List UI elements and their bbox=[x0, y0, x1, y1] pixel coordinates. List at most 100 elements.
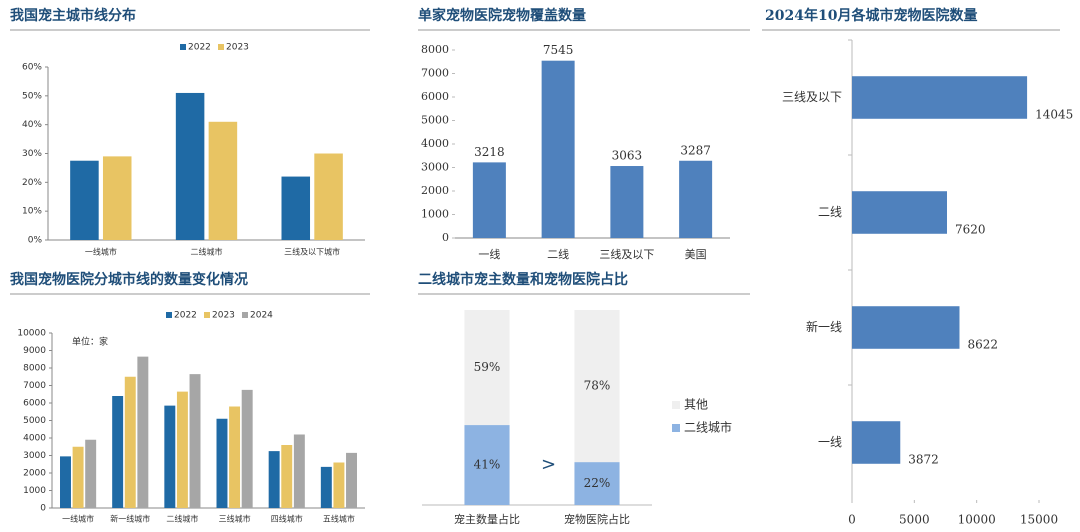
chart-title: 二线城市宠主数量和宠物医院占比 bbox=[418, 271, 628, 288]
bar-segment bbox=[464, 425, 510, 505]
y-tick-label: 40% bbox=[22, 120, 42, 130]
y-tick-label: 新一线 bbox=[806, 319, 842, 334]
bar bbox=[70, 160, 99, 240]
bar bbox=[241, 389, 253, 508]
value-label: 41% bbox=[474, 458, 501, 472]
annotation: > bbox=[541, 454, 556, 475]
bar bbox=[208, 121, 238, 240]
x-tick-label: 15000 bbox=[1020, 513, 1058, 527]
y-tick-label: 3000 bbox=[421, 161, 449, 174]
bar bbox=[610, 166, 644, 238]
y-tick-label: 6000 bbox=[23, 399, 46, 409]
bar bbox=[216, 418, 228, 508]
bar bbox=[229, 406, 241, 508]
value-label: 22% bbox=[584, 476, 611, 490]
legend-swatch bbox=[204, 312, 210, 318]
y-tick-label: 7000 bbox=[421, 67, 449, 80]
bar bbox=[112, 396, 124, 508]
y-tick-label: 7000 bbox=[23, 381, 46, 391]
legend-label: 二线城市 bbox=[684, 420, 732, 435]
chart-title: 我国宠主城市线分布 bbox=[10, 7, 136, 24]
value-label: 3063 bbox=[612, 149, 643, 163]
chart-title: 我国宠物医院分城市线的数量变化情况 bbox=[10, 271, 248, 288]
y-tick-label: 1000 bbox=[23, 486, 46, 496]
x-tick-label: 三线城市 bbox=[219, 514, 251, 524]
x-tick-label: 美国 bbox=[685, 248, 707, 261]
x-tick-label: 10000 bbox=[958, 513, 996, 527]
legend-label: 其他 bbox=[684, 398, 708, 412]
y-tick-label: 20% bbox=[22, 178, 42, 188]
y-tick-label: 50% bbox=[22, 91, 42, 101]
y-tick-label: 0% bbox=[28, 236, 43, 246]
bar bbox=[281, 445, 293, 508]
bar-segment bbox=[574, 462, 620, 505]
bar bbox=[189, 374, 201, 508]
chart-title: 单家宠物医院宠物覆盖数量 bbox=[418, 7, 586, 24]
legend-swatch bbox=[180, 44, 186, 50]
bar bbox=[333, 462, 345, 508]
bar bbox=[679, 160, 713, 238]
y-tick-label: 1000 bbox=[421, 208, 449, 221]
bar bbox=[541, 60, 575, 238]
y-tick-label: 2000 bbox=[23, 469, 46, 479]
bar-segment bbox=[574, 310, 620, 463]
legend-swatch bbox=[218, 44, 224, 50]
legend-label: 2022 bbox=[188, 43, 211, 53]
value-label: 78% bbox=[584, 379, 611, 393]
x-tick-label: 宠物医院占比 bbox=[564, 512, 630, 526]
value-label: 7545 bbox=[543, 43, 574, 57]
bar bbox=[60, 456, 71, 508]
legend-swatch bbox=[672, 424, 680, 432]
y-tick-label: 2000 bbox=[421, 184, 449, 197]
x-tick-label: 5000 bbox=[899, 513, 930, 527]
bar bbox=[293, 434, 305, 508]
annotation: 单位：家 bbox=[72, 336, 108, 348]
y-tick-label: 0 bbox=[40, 504, 46, 514]
bar bbox=[176, 391, 188, 508]
y-tick-label: 9000 bbox=[23, 346, 46, 356]
bar bbox=[72, 446, 84, 508]
legend-label: 2023 bbox=[212, 311, 235, 321]
bar bbox=[472, 162, 506, 238]
bar bbox=[164, 405, 176, 508]
y-tick-label: 30% bbox=[22, 149, 42, 159]
y-tick-label: 6000 bbox=[421, 90, 449, 103]
bar bbox=[320, 466, 332, 508]
bar bbox=[175, 92, 205, 240]
x-tick-label: 一线 bbox=[478, 247, 500, 261]
value-label: 3218 bbox=[474, 145, 505, 159]
x-tick-label: 四线城市 bbox=[271, 514, 303, 524]
bar bbox=[85, 439, 97, 508]
y-tick-label: 10000 bbox=[17, 329, 46, 339]
legend-label: 2023 bbox=[226, 43, 249, 53]
y-tick-label: 三线及以下 bbox=[782, 90, 842, 104]
value-label: 8622 bbox=[967, 337, 998, 351]
bar bbox=[124, 376, 136, 508]
y-tick-label: 4000 bbox=[421, 137, 449, 150]
bar bbox=[852, 76, 1028, 119]
x-tick-label: 五线城市 bbox=[323, 514, 355, 524]
x-tick-label: 0 bbox=[848, 513, 856, 527]
x-tick-label: 宠主数量占比 bbox=[454, 512, 520, 526]
y-tick-label: 0 bbox=[442, 231, 449, 244]
legend-swatch bbox=[242, 312, 248, 318]
y-tick-label: 5000 bbox=[421, 114, 449, 127]
legend-label: 2022 bbox=[174, 311, 197, 321]
bar bbox=[281, 176, 311, 240]
y-tick-label: 二线 bbox=[818, 205, 842, 219]
value-label: 14045 bbox=[1035, 107, 1073, 121]
y-tick-label: 4000 bbox=[23, 434, 46, 444]
x-tick-label: 三线及以下城市 bbox=[284, 247, 340, 257]
x-tick-label: 三线及以下 bbox=[599, 247, 654, 261]
bar bbox=[346, 452, 357, 508]
value-label: 59% bbox=[474, 360, 501, 374]
value-label: 3287 bbox=[680, 143, 711, 157]
x-tick-label: 一线城市 bbox=[85, 247, 117, 257]
y-tick-label: 60% bbox=[22, 63, 42, 73]
y-tick-label: 3000 bbox=[23, 451, 46, 461]
value-label: 7620 bbox=[955, 222, 986, 236]
x-tick-label: 二线城市 bbox=[166, 514, 198, 524]
x-tick-label: 二线 bbox=[547, 247, 569, 261]
